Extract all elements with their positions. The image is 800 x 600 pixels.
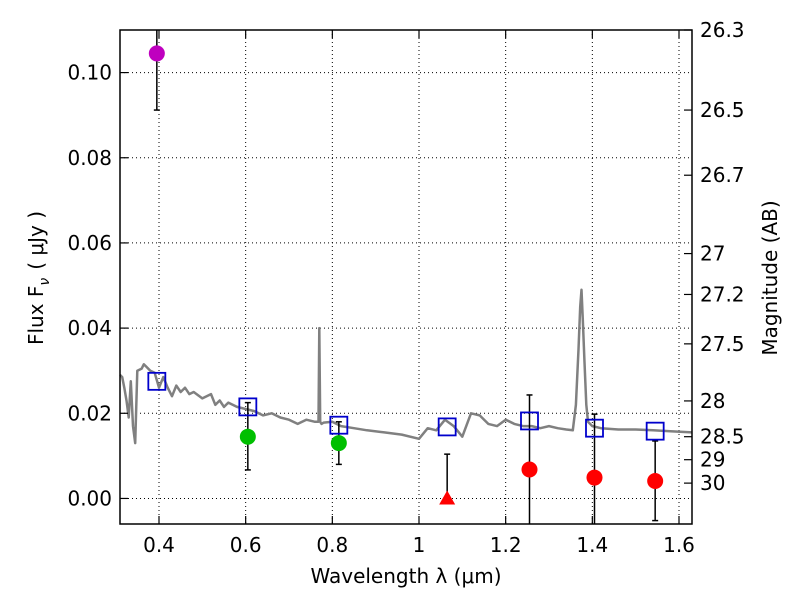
model-photometry-square <box>585 418 604 438</box>
model-photometry-square <box>147 371 167 391</box>
photometry-point <box>330 435 347 452</box>
magnitude-tick-label: 30 <box>700 471 725 495</box>
magnitude-tick-label: 26.5 <box>700 98 745 122</box>
magnitude-tick-label: 26.7 <box>700 163 745 187</box>
y-tick-label: 0.08 <box>67 146 112 170</box>
y-axis-label: Flux Fν ( μJy ) <box>24 211 53 345</box>
data-markers <box>147 45 665 505</box>
plot-frame <box>119 29 693 525</box>
x-tick-label: 1.4 <box>576 533 608 557</box>
magnitude-tick-label: 27.2 <box>700 282 745 306</box>
y-axis-ticks: 0.00 0.02 0.04 0.06 0.08 0.10 <box>67 61 128 510</box>
magnitude-axis-label: Magnitude (AB) <box>758 200 782 355</box>
photometry-point <box>239 428 256 445</box>
error-bars <box>153 30 659 524</box>
magnitude-tick-label: 28.5 <box>700 425 745 449</box>
photometry-point <box>647 472 664 489</box>
photometry-point <box>586 469 603 486</box>
model-photometry-square <box>645 421 665 441</box>
y-axis-label-subscript: ν <box>37 278 53 286</box>
y-tick-label: 0.00 <box>67 486 112 510</box>
x-tick-label: 0.8 <box>316 533 348 557</box>
model-photometry-square <box>437 417 457 437</box>
y-axis-label-unit: ( μJy ) <box>24 211 48 270</box>
model-photometry-square <box>238 397 258 417</box>
y-axis-label-text: Flux F <box>24 286 48 345</box>
model-photometry-square <box>520 411 539 431</box>
magnitude-tick-label: 26.3 <box>700 18 745 42</box>
photometry-point <box>148 45 165 62</box>
x-tick-label: 0.6 <box>230 533 262 557</box>
model-photometry-square <box>329 415 349 435</box>
y-tick-label: 0.02 <box>67 401 112 425</box>
y-tick-label: 0.10 <box>67 61 112 85</box>
upper-limit-triangle <box>439 490 456 505</box>
photometry-point <box>521 461 538 478</box>
magnitude-tick-label: 28 <box>700 389 725 413</box>
magnitude-tick-label: 29 <box>700 448 725 472</box>
model-spectrum-line <box>119 288 693 445</box>
x-tick-label: 1.6 <box>663 533 695 557</box>
x-tick-label: 1 <box>413 533 426 557</box>
x-axis-ticks: 0.4 0.6 0.8 1 1.2 1.4 1.6 <box>143 30 695 557</box>
grid-lines <box>120 30 692 524</box>
magnitude-tick-label: 27.5 <box>700 332 745 356</box>
magnitude-tick-label: 27 <box>700 242 725 266</box>
y-tick-label: 0.04 <box>67 316 112 340</box>
x-tick-label: 0.4 <box>143 533 175 557</box>
x-axis-label: Wavelength λ (μm) <box>310 564 501 588</box>
y-tick-label: 0.06 <box>67 231 112 255</box>
x-tick-label: 1.2 <box>490 533 522 557</box>
